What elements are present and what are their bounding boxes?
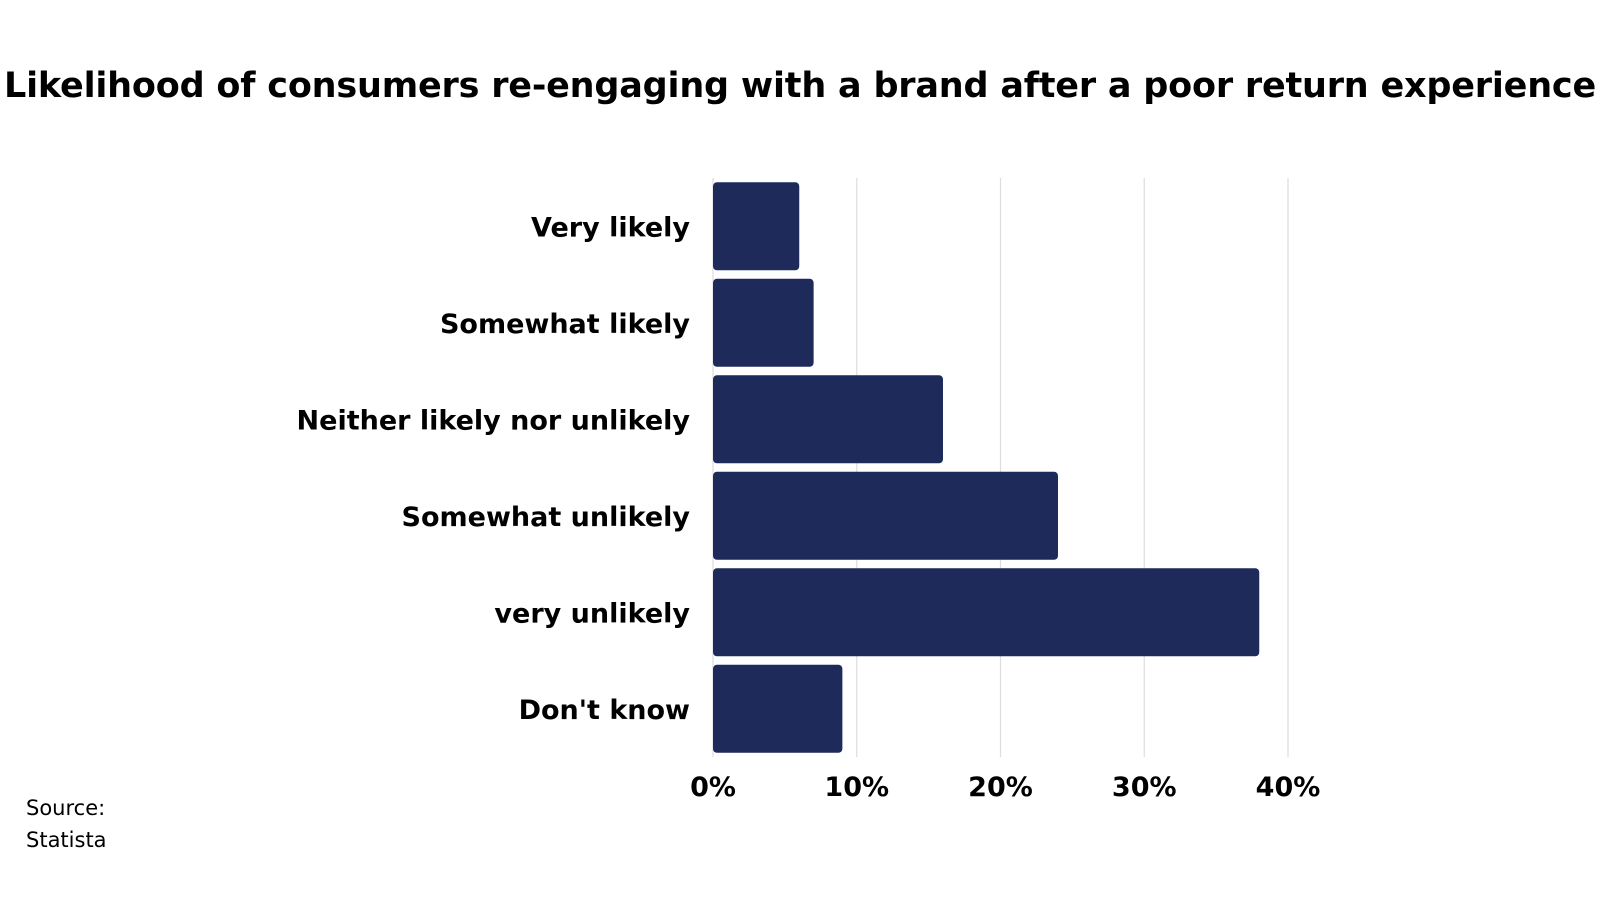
- bar: [713, 568, 1260, 657]
- x-axis-tick-labels: 0% 10% 20% 30% 40%: [690, 772, 1320, 803]
- x-tick-label: 30%: [1112, 772, 1177, 803]
- bar: [713, 278, 814, 367]
- gridlines: [712, 178, 1289, 757]
- x-tick-label: 0%: [690, 772, 736, 803]
- chart-title: Likelihood of consumers re-engaging with…: [4, 66, 1596, 106]
- bars: [713, 182, 1260, 753]
- category-labels: Very likely Somewhat likely Neither likely…: [297, 212, 691, 726]
- source-label: Source:: [26, 796, 106, 820]
- bar: [713, 182, 800, 271]
- category-label: very unlikely: [494, 598, 690, 629]
- x-tick-label: 40%: [1256, 772, 1321, 803]
- bar: [713, 664, 843, 753]
- source-name: Statista: [26, 828, 107, 852]
- x-tick-label: 20%: [968, 772, 1033, 803]
- bar: [713, 375, 943, 464]
- category-label: Somewhat unlikely: [402, 502, 691, 533]
- bar: [713, 471, 1058, 560]
- source-note: Source: Statista: [26, 792, 107, 856]
- category-label: Don't know: [519, 695, 690, 726]
- category-label: Neither likely nor unlikely: [297, 405, 691, 436]
- category-label: Very likely: [531, 212, 690, 243]
- category-label: Somewhat likely: [440, 309, 690, 340]
- x-tick-label: 10%: [824, 772, 889, 803]
